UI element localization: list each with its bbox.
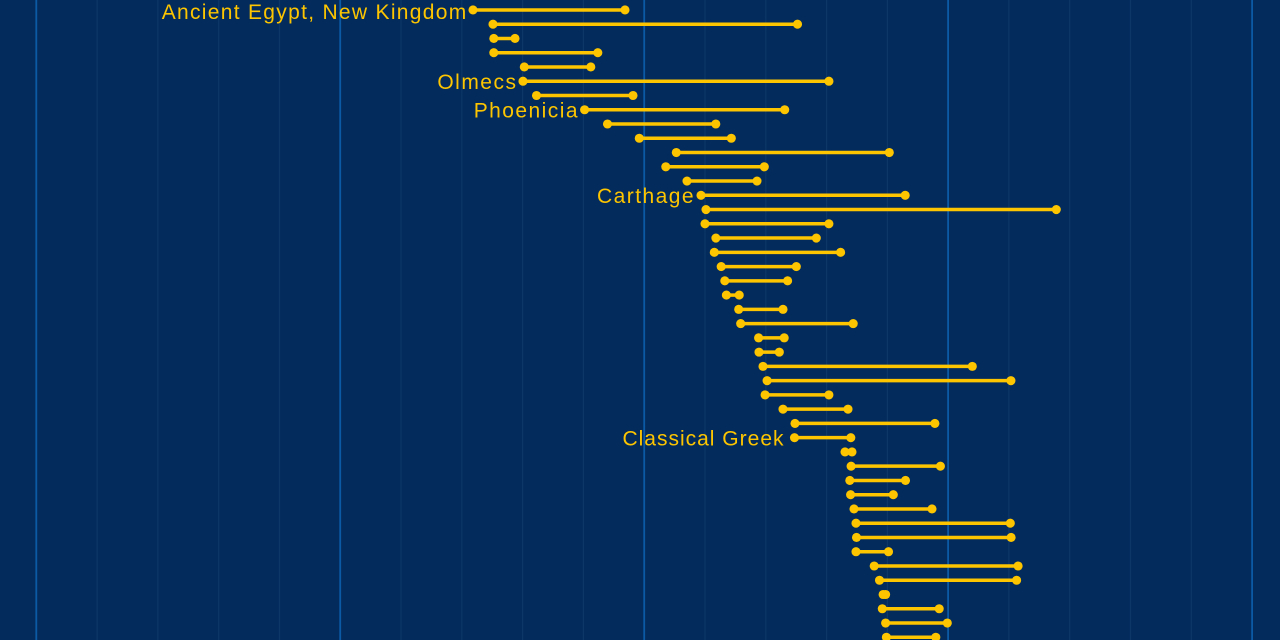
svg-text:Ancient Egypt, New Kingdom: Ancient Egypt, New Kingdom: [162, 1, 468, 24]
svg-text:Phoenicia: Phoenicia: [474, 99, 579, 122]
svg-text:Classical Greek: Classical Greek: [622, 427, 784, 450]
svg-text:Olmecs: Olmecs: [437, 71, 517, 94]
svg-text:Carthage: Carthage: [597, 185, 695, 208]
